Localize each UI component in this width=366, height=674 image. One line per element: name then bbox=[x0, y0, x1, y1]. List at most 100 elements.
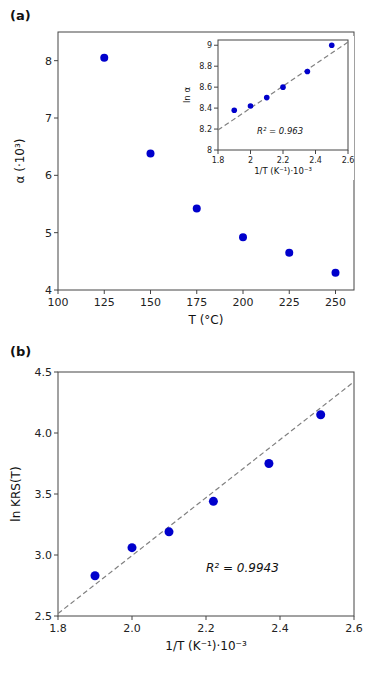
x-tick-label: 125 bbox=[94, 296, 115, 309]
x-tick bbox=[280, 616, 281, 620]
y-axis-label: ln KRS(T) bbox=[9, 466, 23, 521]
y-tick-label: 4 bbox=[45, 284, 52, 297]
point bbox=[264, 95, 270, 101]
y-tick bbox=[214, 129, 218, 130]
background bbox=[0, 0, 366, 674]
y-tick bbox=[54, 555, 58, 556]
y-tick bbox=[54, 494, 58, 495]
plot-frame bbox=[58, 32, 354, 290]
x-tick bbox=[196, 290, 197, 294]
x-tick-label: 200 bbox=[233, 296, 254, 309]
x-tick bbox=[206, 616, 207, 620]
point bbox=[231, 107, 237, 113]
y-tick bbox=[214, 66, 218, 67]
y-tick-label: 3.5 bbox=[35, 488, 53, 501]
x-tick-label: 1.8 bbox=[49, 622, 67, 635]
y-tick-label: 5 bbox=[45, 227, 52, 240]
x-tick-label: 2.0 bbox=[123, 622, 141, 635]
point bbox=[128, 543, 137, 552]
panel-label: (a) bbox=[10, 8, 31, 23]
point bbox=[305, 69, 311, 75]
x-tick bbox=[289, 290, 290, 294]
point bbox=[248, 103, 254, 109]
x-axis-label: T (°C) bbox=[188, 313, 224, 327]
x-axis-label: 1/T (K⁻¹)·10⁻³ bbox=[254, 166, 312, 176]
y-tick-label: 3.0 bbox=[35, 549, 53, 562]
y-tick-label: 4.0 bbox=[35, 427, 53, 440]
plot-data bbox=[218, 42, 348, 130]
y-tick bbox=[54, 372, 58, 373]
y-tick bbox=[54, 290, 58, 291]
y-tick-label: 2.5 bbox=[35, 610, 53, 623]
x-tick bbox=[132, 616, 133, 620]
y-tick-label: 8 bbox=[45, 55, 52, 68]
y-tick-label: 4.5 bbox=[35, 366, 53, 379]
panel: 1.8 2.0 2.2 2.4 2.6 2.5 3.0 3.5 4.0 4.5 1/T (K⁻¹)·… bbox=[9, 344, 363, 653]
figure: 100 125 150 175 200 225 250 4 5 6 7 8 T (°C) α (·10³)… bbox=[0, 0, 366, 674]
y-axis-label: α (·10³) bbox=[13, 139, 27, 184]
panel-label: (b) bbox=[10, 344, 31, 359]
y-tick bbox=[54, 60, 58, 61]
point bbox=[209, 497, 218, 506]
y-tick-label: 8.8 bbox=[199, 62, 212, 71]
x-tick bbox=[150, 290, 151, 294]
y-tick bbox=[54, 616, 58, 617]
x-tick-label: 2.4 bbox=[309, 156, 322, 165]
y-tick bbox=[54, 118, 58, 119]
point bbox=[100, 54, 108, 62]
y-tick-label: 9 bbox=[207, 41, 212, 50]
point bbox=[285, 249, 293, 257]
point bbox=[332, 269, 340, 277]
x-tick bbox=[283, 150, 284, 154]
point bbox=[193, 205, 201, 213]
x-tick-label: 2.2 bbox=[197, 622, 215, 635]
x-tick-label: 150 bbox=[140, 296, 161, 309]
x-tick-label: 2 bbox=[248, 156, 253, 165]
y-tick bbox=[54, 433, 58, 434]
x-tick-label: 2.6 bbox=[345, 622, 363, 635]
y-tick bbox=[214, 87, 218, 88]
x-tick-label: 250 bbox=[325, 296, 346, 309]
y-tick bbox=[214, 150, 218, 151]
x-tick bbox=[243, 290, 244, 294]
x-tick bbox=[315, 150, 316, 154]
point bbox=[316, 410, 325, 419]
point bbox=[264, 459, 273, 468]
x-tick-label: 2.4 bbox=[271, 622, 289, 635]
point bbox=[147, 150, 155, 158]
y-tick-label: 8.4 bbox=[199, 104, 212, 113]
x-axis-label: 1/T (K⁻¹)·10⁻³ bbox=[165, 639, 247, 653]
x-tick-label: 175 bbox=[186, 296, 207, 309]
x-tick bbox=[58, 616, 59, 620]
plot-data bbox=[58, 382, 354, 614]
x-tick-label: 2.2 bbox=[277, 156, 290, 165]
x-tick bbox=[354, 616, 355, 620]
fit-line bbox=[58, 382, 354, 614]
x-tick-label: 100 bbox=[48, 296, 69, 309]
plot-frame bbox=[218, 40, 348, 150]
point bbox=[91, 571, 100, 580]
y-tick bbox=[214, 45, 218, 46]
plot-frame bbox=[58, 372, 354, 616]
x-tick-label: 1.8 bbox=[212, 156, 225, 165]
y-tick-label: 8.2 bbox=[199, 125, 212, 134]
y-tick bbox=[54, 232, 58, 233]
x-tick-label: 2.6 bbox=[342, 156, 355, 165]
panel: 100 125 150 175 200 225 250 4 5 6 7 8 T (°C) α (·10³)… bbox=[10, 8, 354, 327]
annotation: R² = 0.963 bbox=[257, 126, 303, 136]
point bbox=[165, 527, 174, 536]
y-tick-label: 8 bbox=[207, 146, 212, 155]
x-tick bbox=[104, 290, 105, 294]
x-tick bbox=[218, 150, 219, 154]
x-tick bbox=[348, 150, 349, 154]
y-tick bbox=[214, 108, 218, 109]
y-tick-label: 6 bbox=[45, 169, 52, 182]
y-axis-label: ln α bbox=[182, 87, 192, 103]
y-tick-label: 7 bbox=[45, 112, 52, 125]
point bbox=[280, 84, 286, 90]
x-tick-label: 225 bbox=[279, 296, 300, 309]
inset-background bbox=[184, 36, 354, 180]
x-tick bbox=[335, 290, 336, 294]
y-tick-label: 8.6 bbox=[199, 83, 212, 92]
point bbox=[329, 42, 335, 48]
